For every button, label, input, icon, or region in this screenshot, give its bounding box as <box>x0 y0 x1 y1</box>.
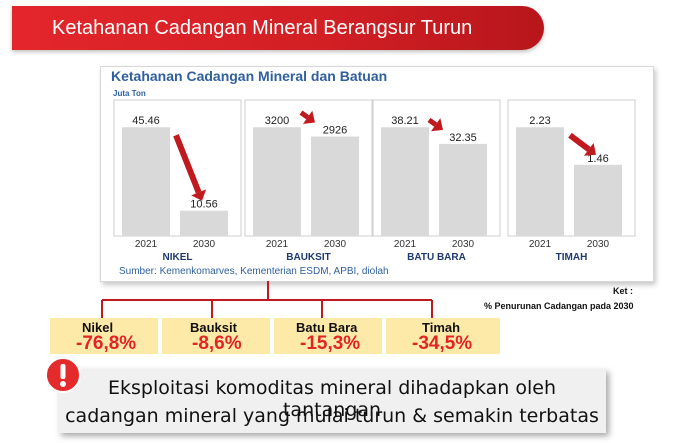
bar <box>381 127 429 236</box>
bar <box>122 127 170 236</box>
callout-box: Eksploitasi komoditas mineral dihadapkan… <box>58 369 606 433</box>
year-tick-label: 2021 <box>135 239 158 250</box>
decline-value: -8,6% <box>192 333 242 354</box>
decline-arrow-shaft <box>173 134 202 194</box>
callout-line-1: Eksploitasi komoditas mineral dihadapkan… <box>107 377 557 421</box>
data-label: 10.56 <box>190 199 218 211</box>
bar <box>516 127 564 236</box>
decline-value: -15,3% <box>300 333 361 354</box>
ket-description: % Penurunan Cadangan pada 2030 <box>484 301 634 311</box>
category-label: NIKEL <box>163 252 193 263</box>
title-banner: Ketahanan Cadangan Mineral Berangsur Tur… <box>12 6 544 50</box>
decline-box-bauksit: Bauksit -8,6% <box>162 318 270 354</box>
year-tick-label: 2030 <box>324 239 347 250</box>
decline-label: Bauksit <box>190 320 237 335</box>
ket-label: Ket : <box>613 286 633 296</box>
data-label: 3200 <box>265 115 289 127</box>
bar <box>311 136 359 236</box>
decline-arrow-head <box>191 189 207 201</box>
warning-icon <box>45 357 81 393</box>
decline-box-batubara: Batu Bara -15,3% <box>274 318 382 354</box>
decline-arrow-shaft <box>568 132 591 152</box>
data-label: 45.46 <box>132 115 160 127</box>
data-label: 2926 <box>323 125 347 137</box>
data-label: 1.46 <box>587 153 608 165</box>
chart-panel: Ketahanan Cadangan Mineral dan Batuan Jut… <box>100 66 654 282</box>
year-tick-label: 2021 <box>529 239 552 250</box>
year-tick-label: 2030 <box>193 239 216 250</box>
chart-title: Ketahanan Cadangan Mineral dan Batuan <box>111 68 387 84</box>
decline-arrow-shaft <box>427 117 438 127</box>
decline-arrow-head <box>431 118 443 132</box>
bar <box>253 127 301 236</box>
category-label: BATU BARA <box>407 252 466 263</box>
decline-arrow-shaft <box>299 110 310 120</box>
year-tick-label: 2030 <box>452 239 475 250</box>
callout-line-2: cadangan mineral yang mulai turun & sema… <box>65 405 599 427</box>
decline-box-timah: Timah -34,5% <box>386 318 500 354</box>
bar <box>574 164 622 236</box>
data-label: 38.21 <box>391 115 419 127</box>
decline-label: Nikel <box>82 320 114 335</box>
category-label: TIMAH <box>556 252 588 263</box>
bar <box>180 210 228 236</box>
decline-value: -76,8% <box>76 333 137 354</box>
decline-box-nikel: Nikel -76,8% <box>50 318 158 354</box>
decline-value: -34,5% <box>412 333 473 354</box>
bar-chart: Ketahanan Cadangan Mineral dan Batuan Jut… <box>111 68 636 277</box>
bar <box>439 143 487 236</box>
year-tick-label: 2021 <box>266 239 289 250</box>
data-label: 2.23 <box>529 115 550 127</box>
year-tick-label: 2021 <box>394 239 417 250</box>
decline-label: Batu Bara <box>296 320 358 335</box>
source-label: Sumber: Kemenkomarves, Kementerian ESDM,… <box>119 266 389 277</box>
data-label: 32.35 <box>449 132 477 144</box>
decline-arrow-head <box>583 142 596 156</box>
decline-arrow-head <box>303 110 315 124</box>
year-tick-label: 2030 <box>587 239 610 250</box>
decline-label: Timah <box>422 320 461 335</box>
page-title: Ketahanan Cadangan Mineral Berangsur Tur… <box>52 17 473 39</box>
category-label: BAUKSIT <box>286 252 330 263</box>
unit-label: Juta Ton <box>113 89 146 98</box>
